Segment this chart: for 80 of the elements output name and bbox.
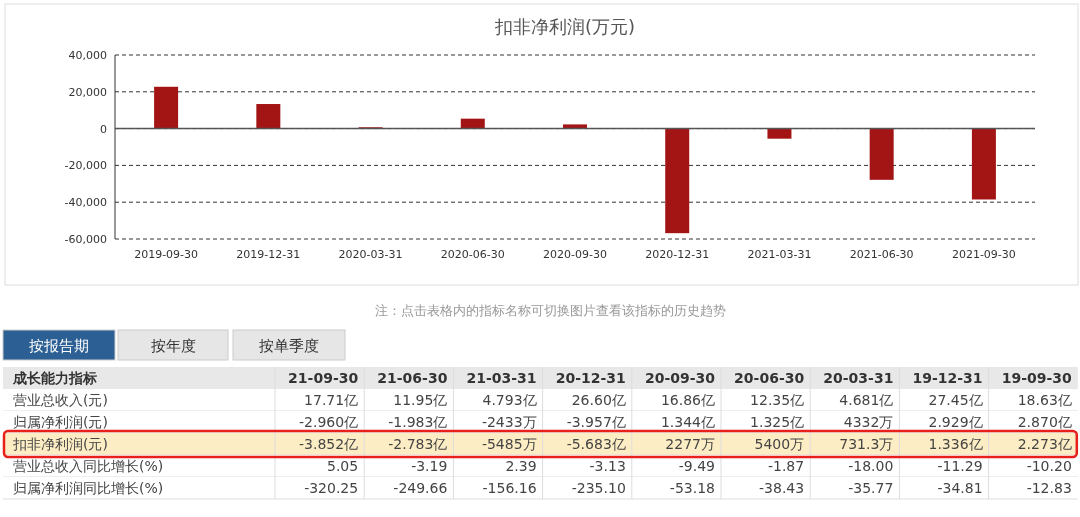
- text: 2277万: [665, 436, 715, 452]
- text: -156.16: [482, 480, 537, 496]
- text: 注：点击表格内的指标名称可切换图片查看该指标的历史趋势: [374, 303, 726, 318]
- text: -3.13: [589, 458, 626, 474]
- text: 2.273亿: [1017, 436, 1072, 452]
- text: -2.960亿: [299, 414, 359, 430]
- x-tick-label: 2021-09-30: [951, 248, 1016, 261]
- category-label: 成长能力指标: [12, 370, 97, 386]
- text: -34.81: [937, 480, 983, 496]
- text: 17.71亿: [304, 392, 359, 408]
- text: -3.19: [411, 458, 448, 474]
- text: 按年度: [150, 337, 196, 355]
- y-tick-label: 20,000: [68, 85, 107, 99]
- y-tick-label: 0: [100, 122, 107, 136]
- x-tick-label: 2019-12-31: [236, 248, 301, 261]
- text: 18.63亿: [1017, 392, 1072, 408]
- x-tick-label: 2021-03-31: [747, 248, 812, 261]
- category-label: 21-03-31: [466, 370, 537, 386]
- text: 26.60亿: [571, 392, 626, 408]
- text: 27.45亿: [928, 392, 983, 408]
- category-label: 19-12-31: [912, 370, 983, 386]
- text: -2433万: [481, 414, 537, 430]
- text: -10.20: [1026, 458, 1072, 474]
- category-label: 21-09-30: [288, 370, 359, 386]
- text: -1.983亿: [388, 414, 448, 430]
- x-tick-label: 2020-06-30: [440, 248, 505, 261]
- category-label: 归属净利润(元): [13, 414, 108, 430]
- text: -5485万: [481, 436, 537, 452]
- y-tick-label: -20,000: [64, 159, 107, 173]
- text: 按单季度: [259, 337, 319, 355]
- x-tick-label: 2021-06-30: [849, 248, 914, 261]
- text: 1.344亿: [660, 414, 715, 430]
- x-tick-label: 2020-09-30: [543, 248, 607, 261]
- text: -5.683亿: [566, 436, 626, 452]
- category-label: 20-03-31: [823, 370, 894, 386]
- category-label: 20-06-30: [734, 370, 805, 386]
- text: 12.35亿: [750, 392, 805, 408]
- text: -320.25: [304, 480, 359, 496]
- text: -3.852亿: [299, 436, 359, 452]
- text: -235.10: [571, 480, 626, 496]
- category-label: 归属净利润同比增长(%): [13, 480, 164, 496]
- text: -12.83: [1026, 480, 1072, 496]
- chart-title: 扣非净利润(万元): [493, 16, 636, 37]
- text: 2.870亿: [1017, 414, 1072, 430]
- text: -2.783亿: [388, 436, 448, 452]
- text: -1.87: [767, 458, 805, 474]
- text: 731.3万: [839, 436, 894, 452]
- text: -9.49: [678, 458, 715, 474]
- text: 4.793亿: [482, 392, 537, 408]
- text: 5.05: [327, 458, 359, 474]
- category-label: 21-06-30: [377, 370, 448, 386]
- y-tick-label: -40,000: [64, 196, 107, 210]
- text: 1.325亿: [750, 414, 805, 430]
- text: 4332万: [843, 414, 894, 430]
- x-tick-label: 2019-09-30: [134, 248, 199, 261]
- text: -18.00: [848, 458, 894, 474]
- text: -249.66: [393, 480, 448, 496]
- category-label: 20-09-30: [644, 370, 716, 386]
- x-tick-label: 2020-12-31: [645, 248, 710, 261]
- text: 16.86亿: [660, 392, 715, 408]
- text: 2.929亿: [928, 414, 983, 430]
- text: 11.95亿: [393, 392, 448, 408]
- text: -11.29: [937, 458, 983, 474]
- text: -53.18: [669, 480, 715, 496]
- text: 按报告期: [29, 337, 89, 355]
- y-tick-label: 40,000: [68, 49, 107, 62]
- category-label: 扣非净利润(元): [13, 436, 108, 452]
- category-label: 19-09-30: [1001, 370, 1073, 386]
- category-label: 20-12-31: [555, 370, 626, 386]
- text: 1.336亿: [928, 436, 983, 452]
- y-tick-label: -60,000: [64, 233, 107, 246]
- text: 5400万: [754, 436, 805, 452]
- text: -35.77: [848, 480, 894, 496]
- x-tick-label: 2020-03-31: [338, 248, 403, 261]
- text: -38.43: [759, 480, 805, 496]
- text: 2.39: [505, 458, 537, 474]
- category-label: 营业总收入同比增长(%): [13, 458, 164, 474]
- category-label: 营业总收入(元): [13, 392, 108, 408]
- text: 4.681亿: [839, 392, 894, 408]
- text: -3.957亿: [566, 414, 626, 430]
